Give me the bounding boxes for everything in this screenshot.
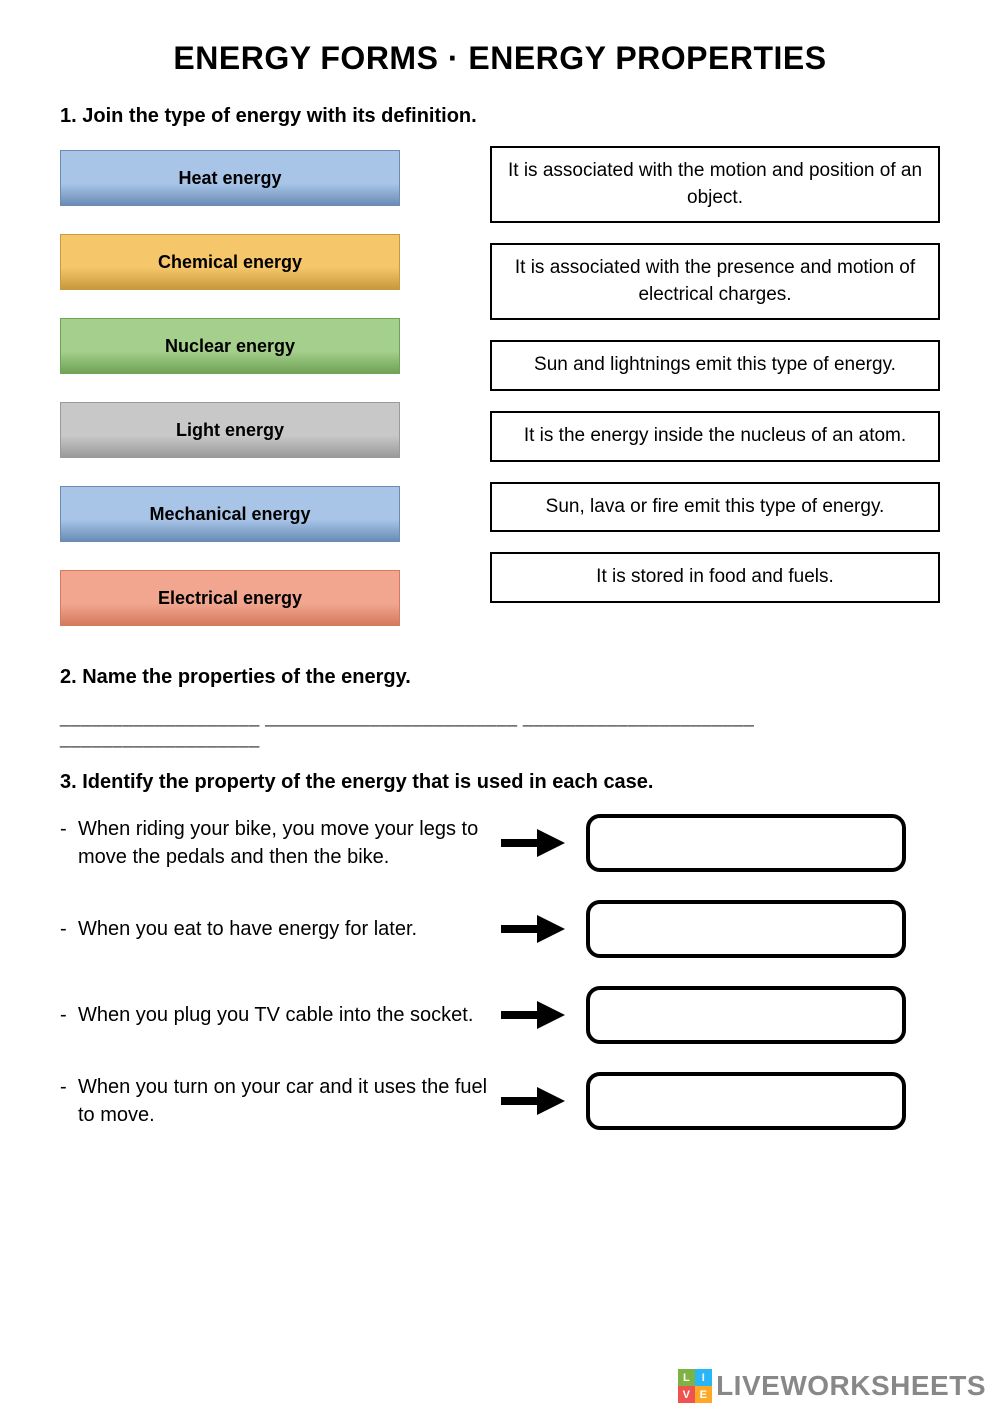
watermark-badge-cell: I [695,1369,712,1386]
q3-prompt: When you turn on your car and it uses th… [60,1073,490,1129]
watermark-badge-cell: L [678,1369,695,1386]
section2-blanks[interactable]: ___________________ ____________________… [60,707,940,749]
energy-type-box[interactable]: Electrical energy [60,570,400,626]
q3-row: When you plug you TV cable into the sock… [60,986,940,1044]
q3-row: When you eat to have energy for later. [60,900,940,958]
watermark-text: LIVEWORKSHEETS [716,1370,986,1402]
section1-heading: 1. Join the type of energy with its defi… [60,105,940,128]
answer-input-box[interactable] [586,900,906,958]
section3-list: When riding your bike, you move your leg… [60,814,940,1130]
arrow-icon [498,1087,568,1115]
q3-prompt: When you plug you TV cable into the sock… [60,1001,490,1029]
q3-row: When riding your bike, you move your leg… [60,814,940,872]
definition-box[interactable]: Sun and lightnings emit this type of ene… [490,340,940,391]
q3-row: When you turn on your car and it uses th… [60,1072,940,1130]
answer-input-box[interactable] [586,986,906,1044]
arrow-icon [498,915,568,943]
arrow-icon [498,829,568,857]
energy-type-box[interactable]: Mechanical energy [60,486,400,542]
energy-types-column: Heat energy Chemical energy Nuclear energy… [60,146,400,626]
energy-type-box[interactable]: Chemical energy [60,234,400,290]
definition-box[interactable]: Sun, lava or fire emit this type of ener… [490,482,940,533]
watermark-badge-cell: V [678,1386,695,1403]
q3-prompt: When you eat to have energy for later. [60,915,490,943]
definition-box[interactable]: It is associated with the presence and m… [490,243,940,320]
definition-box[interactable]: It is stored in food and fuels. [490,552,940,603]
page-title: ENERGY FORMS · ENERGY PROPERTIES [60,40,940,77]
definition-box[interactable]: It is the energy inside the nucleus of a… [490,411,940,462]
watermark-badge: LIVE [678,1369,712,1403]
watermark: LIVE LIVEWORKSHEETS [678,1369,986,1403]
matching-container: Heat energy Chemical energy Nuclear energy… [60,146,940,626]
q3-prompt: When riding your bike, you move your leg… [60,815,490,871]
energy-type-box[interactable]: Nuclear energy [60,318,400,374]
definition-box[interactable]: It is associated with the motion and pos… [490,146,940,223]
section2-heading: 2. Name the properties of the energy. [60,666,940,689]
energy-type-box[interactable]: Heat energy [60,150,400,206]
answer-input-box[interactable] [586,1072,906,1130]
arrow-icon [498,1001,568,1029]
watermark-badge-cell: E [695,1386,712,1403]
answer-input-box[interactable] [586,814,906,872]
section3-heading: 3. Identify the property of the energy t… [60,771,940,794]
energy-type-box[interactable]: Light energy [60,402,400,458]
definitions-column: It is associated with the motion and pos… [490,146,940,626]
